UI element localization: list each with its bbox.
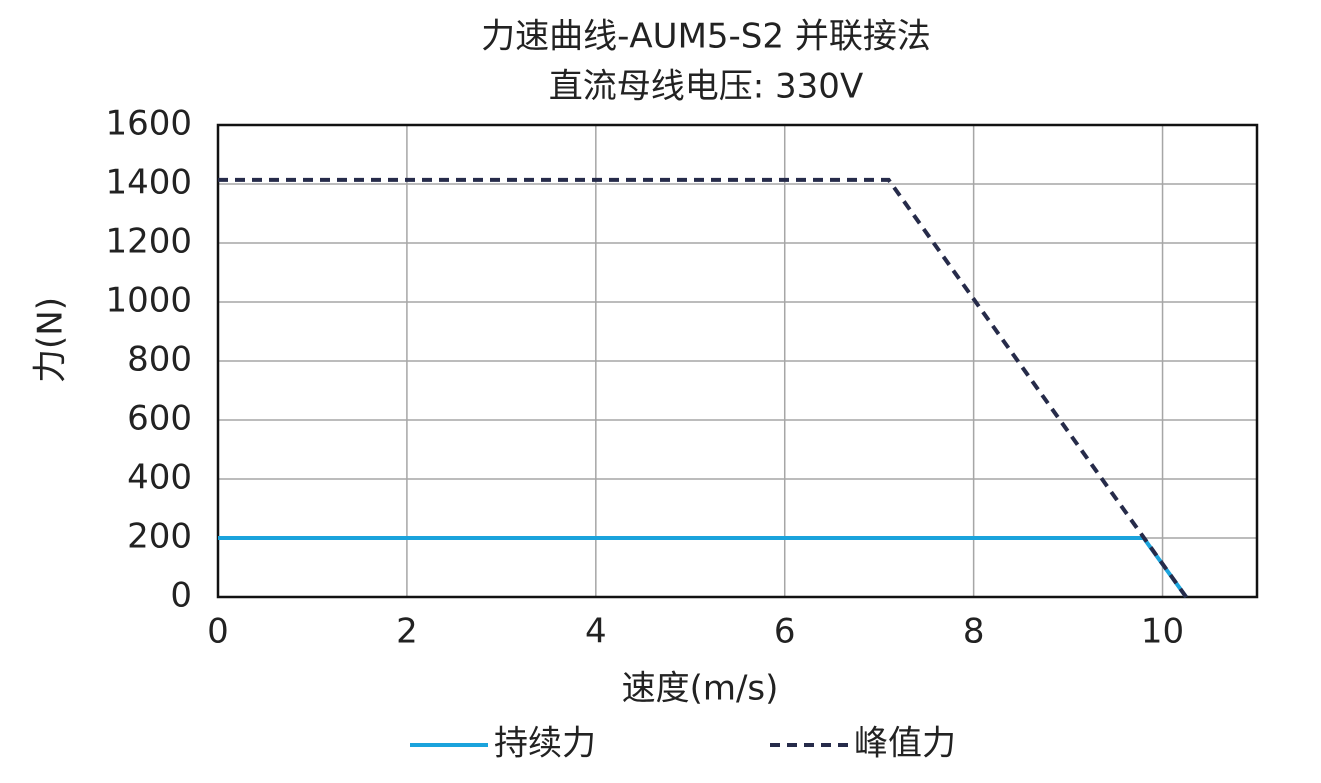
- y-tick-label: 400: [127, 458, 192, 498]
- legend-label: 持续力: [494, 724, 596, 764]
- x-tick-label: 2: [396, 612, 418, 652]
- plot-frame: [216, 123, 1259, 599]
- x-tick-label: 10: [1141, 612, 1184, 652]
- series-line: [218, 177, 1188, 599]
- x-tick-label: 8: [963, 612, 985, 652]
- x-tick-label: 0: [207, 612, 229, 652]
- x-axis-label: 速度(m/s): [622, 669, 779, 709]
- y-axis-label: 力(N): [31, 297, 71, 383]
- y-tick-label: 0: [170, 576, 192, 616]
- y-tick-label: 800: [127, 340, 192, 380]
- chart-subtitle: 直流母线电压: 330V: [549, 67, 863, 107]
- y-tick-label: 1400: [105, 163, 192, 203]
- x-tick-label: 4: [585, 612, 607, 652]
- chart-title: 力速曲线-AUM5-S2 并联接法: [481, 17, 931, 57]
- series-line: [218, 536, 1188, 599]
- legend-label: 峰值力: [854, 724, 956, 764]
- y-tick-label: 1000: [105, 281, 192, 321]
- x-tick-label: 6: [774, 612, 796, 652]
- y-tick-label: 200: [127, 517, 192, 557]
- y-tick-label: 600: [127, 399, 192, 439]
- y-tick-label: 1600: [105, 104, 192, 144]
- y-tick-label: 1200: [105, 222, 192, 262]
